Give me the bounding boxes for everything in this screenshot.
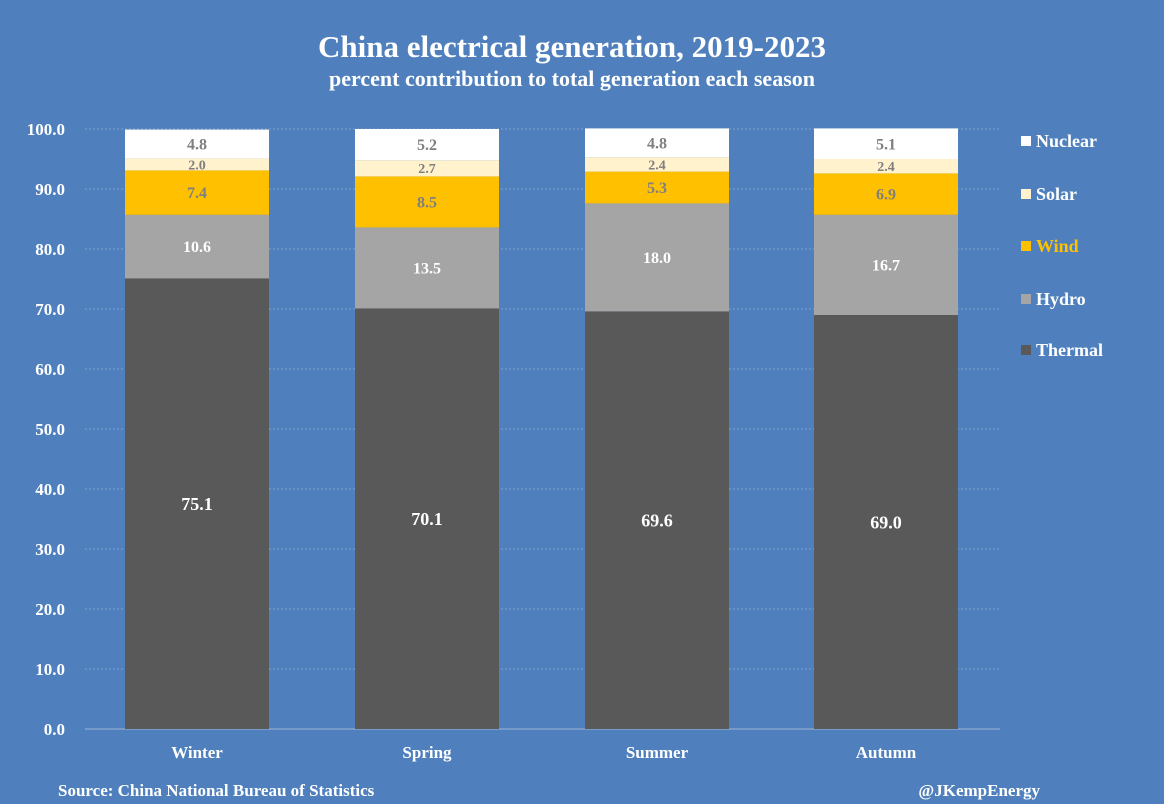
data-label-solar-winter: 2.0 [188, 158, 206, 173]
chart-title: China electrical generation, 2019-2023 [318, 29, 826, 64]
data-label-solar-autumn: 2.4 [877, 160, 895, 175]
bar-thermal-spring [355, 308, 499, 729]
legend-swatch-solar [1021, 189, 1031, 199]
legend: Thermal Hydro Wind Solar Nuclear [1021, 131, 1103, 360]
bar-thermal-summer [585, 311, 729, 729]
data-label-thermal-autumn: 69.0 [870, 512, 902, 532]
x-tick-label: Winter [171, 743, 223, 762]
bar-solar-spring [355, 160, 499, 177]
bars [125, 128, 958, 729]
bar-wind-winter [125, 170, 269, 215]
legend-swatch-thermal [1021, 345, 1031, 355]
source-note: Source: China National Bureau of Statist… [58, 781, 375, 800]
legend-label-thermal: Thermal [1036, 340, 1103, 360]
y-tick-label: 20.0 [35, 600, 65, 619]
data-label-wind-spring: 8.5 [417, 195, 437, 212]
data-label-hydro-winter: 10.6 [183, 239, 211, 256]
legend-label-solar: Solar [1036, 184, 1077, 204]
data-label-nuclear-winter: 4.8 [187, 137, 207, 154]
data-label-nuclear-spring: 5.2 [417, 137, 437, 154]
bar-solar-autumn [814, 159, 958, 174]
legend-label-nuclear: Nuclear [1036, 131, 1097, 151]
legend-swatch-hydro [1021, 294, 1031, 304]
bar-solar-winter [125, 158, 269, 171]
legend-label-hydro: Hydro [1036, 289, 1086, 309]
bar-thermal-winter [125, 278, 269, 729]
author-credit: @JKempEnergy [918, 781, 1040, 800]
data-label-thermal-winter: 75.1 [181, 494, 213, 514]
y-tick-label: 80.0 [35, 240, 65, 259]
y-tick-label: 30.0 [35, 540, 65, 559]
y-tick-label: 50.0 [35, 420, 65, 439]
data-label-wind-winter: 7.4 [187, 185, 207, 202]
y-tick-label: 0.0 [44, 720, 65, 739]
bar-hydro-autumn [814, 214, 958, 315]
y-tick-label: 90.0 [35, 180, 65, 199]
data-labels: 75.1 10.6 7.4 2.0 4.8 70.1 13.5 8.5 2.7 5.2 69.6 18… [181, 135, 902, 532]
y-tick-label: 60.0 [35, 360, 65, 379]
bar-nuclear-winter [125, 129, 269, 159]
bar-hydro-winter [125, 214, 269, 279]
bar-wind-summer [585, 171, 729, 204]
x-tick-label: Summer [626, 743, 689, 762]
data-label-solar-summer: 2.4 [648, 158, 666, 173]
data-label-nuclear-autumn: 5.1 [876, 136, 896, 153]
data-label-hydro-summer: 18.0 [643, 250, 671, 267]
bar-thermal-autumn [814, 315, 958, 729]
y-axis-ticks: 0.0 10.0 20.0 30.0 40.0 50.0 60.0 70.0 80.0 90.0 1… [27, 120, 65, 739]
bar-nuclear-autumn [814, 128, 958, 159]
x-tick-label: Spring [402, 743, 452, 762]
y-tick-label: 70.0 [35, 300, 65, 319]
bar-hydro-summer [585, 203, 729, 312]
data-label-hydro-spring: 13.5 [413, 261, 441, 278]
legend-swatch-nuclear [1021, 136, 1031, 146]
data-label-thermal-summer: 69.6 [641, 511, 673, 531]
y-tick-label: 100.0 [27, 120, 65, 139]
data-label-solar-spring: 2.7 [418, 162, 436, 177]
bar-hydro-spring [355, 227, 499, 309]
y-tick-label: 10.0 [35, 660, 65, 679]
x-axis-ticks: Winter Spring Summer Autumn [171, 743, 917, 762]
data-label-wind-autumn: 6.9 [876, 187, 896, 204]
bar-solar-summer [585, 157, 729, 172]
bar-wind-autumn [814, 173, 958, 215]
legend-swatch-wind [1021, 241, 1031, 251]
x-tick-label: Autumn [856, 743, 917, 762]
data-label-hydro-autumn: 16.7 [872, 258, 900, 275]
data-label-thermal-spring: 70.1 [411, 509, 443, 529]
chart-subtitle: percent contribution to total generation… [329, 66, 815, 91]
y-tick-label: 40.0 [35, 480, 65, 499]
bar-nuclear-spring [355, 129, 499, 161]
data-label-nuclear-summer: 4.8 [647, 135, 667, 152]
legend-label-wind: Wind [1036, 236, 1079, 256]
data-label-wind-summer: 5.3 [647, 180, 667, 197]
bar-nuclear-summer [585, 128, 729, 158]
bar-wind-spring [355, 176, 499, 228]
